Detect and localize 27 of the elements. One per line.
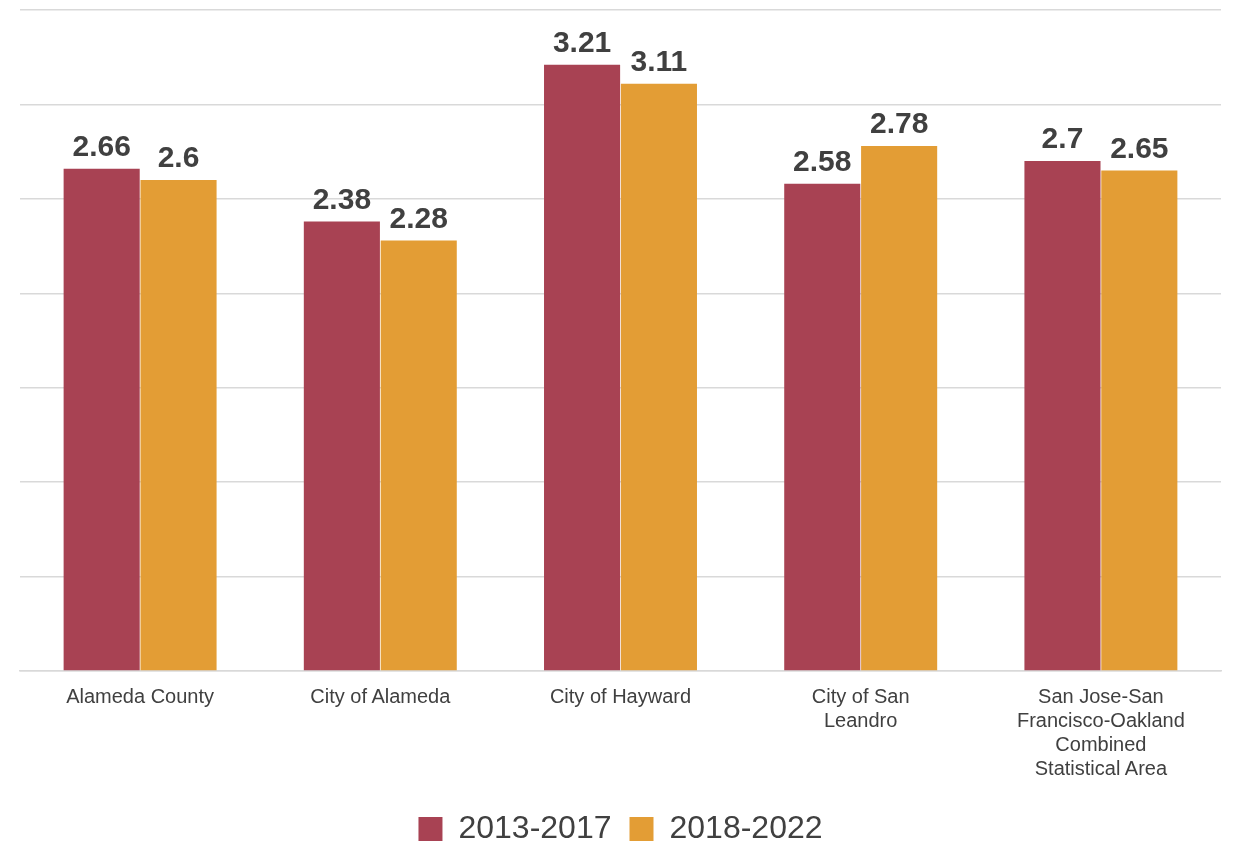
legend-label: 2013-2017 bbox=[458, 808, 612, 845]
data-label: 2.28 bbox=[389, 200, 448, 234]
legend-label: 2018-2022 bbox=[669, 808, 823, 845]
bar bbox=[380, 240, 457, 671]
x-tick-label: Alameda County bbox=[66, 684, 215, 707]
data-label: 2.38 bbox=[312, 181, 372, 215]
bar bbox=[303, 221, 380, 671]
bar bbox=[63, 168, 140, 671]
data-label: 2.7 bbox=[1041, 121, 1084, 155]
data-label: 2.58 bbox=[793, 144, 852, 178]
x-tick-label: City of Alameda bbox=[310, 684, 452, 707]
data-label: 2.65 bbox=[1110, 130, 1169, 164]
data-label: 2.66 bbox=[72, 128, 131, 162]
data-label: 2.6 bbox=[157, 140, 200, 174]
bar bbox=[620, 83, 697, 671]
x-tick-label: City of Hayward bbox=[549, 684, 692, 707]
x-tick-label: City of San Leandro bbox=[811, 684, 910, 731]
data-label: 3.11 bbox=[630, 43, 688, 77]
bar bbox=[1101, 170, 1178, 671]
x-tick-label: San Jose-San Francisco-Oakland Combined Statistical Area bbox=[1016, 684, 1185, 779]
bar bbox=[784, 183, 861, 671]
data-label: 3.21 bbox=[552, 25, 612, 59]
bar bbox=[861, 145, 938, 671]
bar bbox=[544, 64, 621, 671]
bar bbox=[1024, 161, 1101, 671]
data-label: 2.78 bbox=[869, 106, 929, 140]
bar bbox=[140, 179, 217, 671]
